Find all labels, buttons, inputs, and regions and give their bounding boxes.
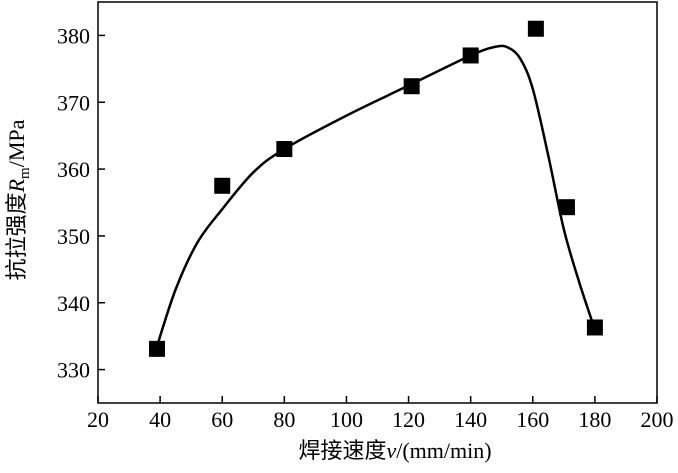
fit-curve [155, 44, 597, 347]
y-tick-label: 360 [57, 157, 90, 182]
data-point [527, 20, 544, 37]
data-point [462, 47, 479, 64]
x-tick-label: 100 [330, 407, 363, 432]
x-title-unit: /(mm/min) [396, 438, 491, 463]
y-tick-label: 330 [57, 358, 90, 383]
data-point [586, 319, 603, 336]
data-point [558, 199, 575, 216]
data-point [214, 177, 231, 194]
x-tick-label: 20 [87, 407, 109, 432]
x-tick-label: 200 [641, 407, 674, 432]
y-axis-title: 抗拉强度Rm/MPa [4, 119, 33, 280]
x-tick-label: 60 [211, 407, 233, 432]
y-title-unit: /MPa [4, 119, 29, 167]
data-point [403, 78, 420, 95]
x-tick-label: 180 [578, 407, 611, 432]
x-tick-label: 40 [149, 407, 171, 432]
y-tick-label: 350 [57, 224, 90, 249]
x-tick-label: 140 [454, 407, 487, 432]
y-title-var: R [4, 178, 29, 193]
x-tick-label: 80 [273, 407, 295, 432]
x-title-part: 焊接速度 [298, 438, 386, 463]
plot-frame [97, 1, 658, 404]
y-title-part: 抗拉强度 [4, 192, 29, 280]
y-tick-label: 370 [57, 90, 90, 115]
x-axis-title: 焊接速度v/(mm/min) [298, 438, 491, 463]
data-point [276, 141, 293, 158]
y-tick-label: 380 [57, 23, 90, 48]
x-tick-label: 160 [516, 407, 549, 432]
y-title-sub: m [17, 167, 33, 179]
x-tick-label: 120 [392, 407, 425, 432]
x-title-var: v [386, 438, 396, 463]
y-tick-label: 340 [57, 291, 90, 316]
data-point [149, 340, 166, 357]
